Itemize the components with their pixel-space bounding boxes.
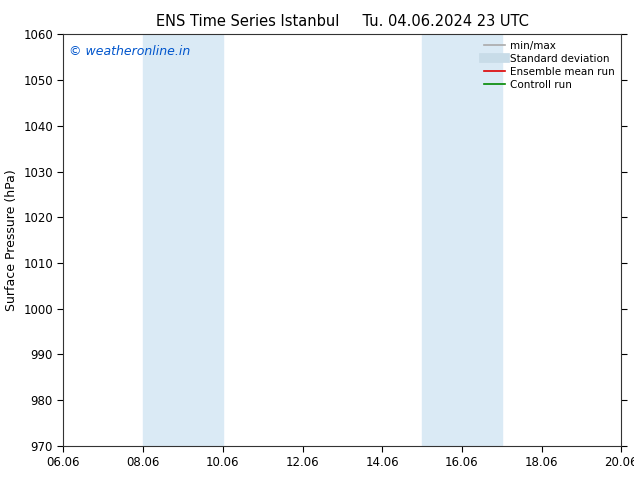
Y-axis label: Surface Pressure (hPa): Surface Pressure (hPa) [4, 169, 18, 311]
Text: © weatheronline.in: © weatheronline.in [69, 45, 190, 58]
Bar [143, 34, 223, 446]
Legend: min/max, Standard deviation, Ensemble mean run, Controll run: min/max, Standard deviation, Ensemble me… [480, 36, 619, 94]
Bar [422, 34, 501, 446]
Title: ENS Time Series Istanbul     Tu. 04.06.2024 23 UTC: ENS Time Series Istanbul Tu. 04.06.2024 … [156, 14, 529, 29]
